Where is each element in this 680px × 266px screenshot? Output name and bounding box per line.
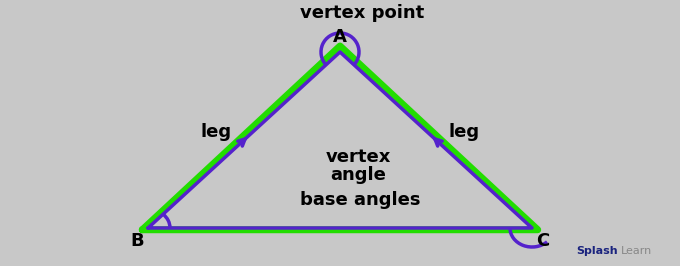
Text: A: A bbox=[333, 28, 347, 46]
Text: base angles: base angles bbox=[300, 191, 420, 209]
Text: B: B bbox=[131, 232, 144, 250]
Text: angle: angle bbox=[330, 166, 386, 184]
Text: leg: leg bbox=[448, 123, 479, 141]
Text: vertex: vertex bbox=[325, 148, 391, 166]
Text: leg: leg bbox=[201, 123, 232, 141]
Text: vertex point: vertex point bbox=[300, 4, 424, 22]
Text: C: C bbox=[536, 232, 549, 250]
Text: Splash: Splash bbox=[577, 246, 618, 256]
Text: Learn: Learn bbox=[621, 246, 652, 256]
